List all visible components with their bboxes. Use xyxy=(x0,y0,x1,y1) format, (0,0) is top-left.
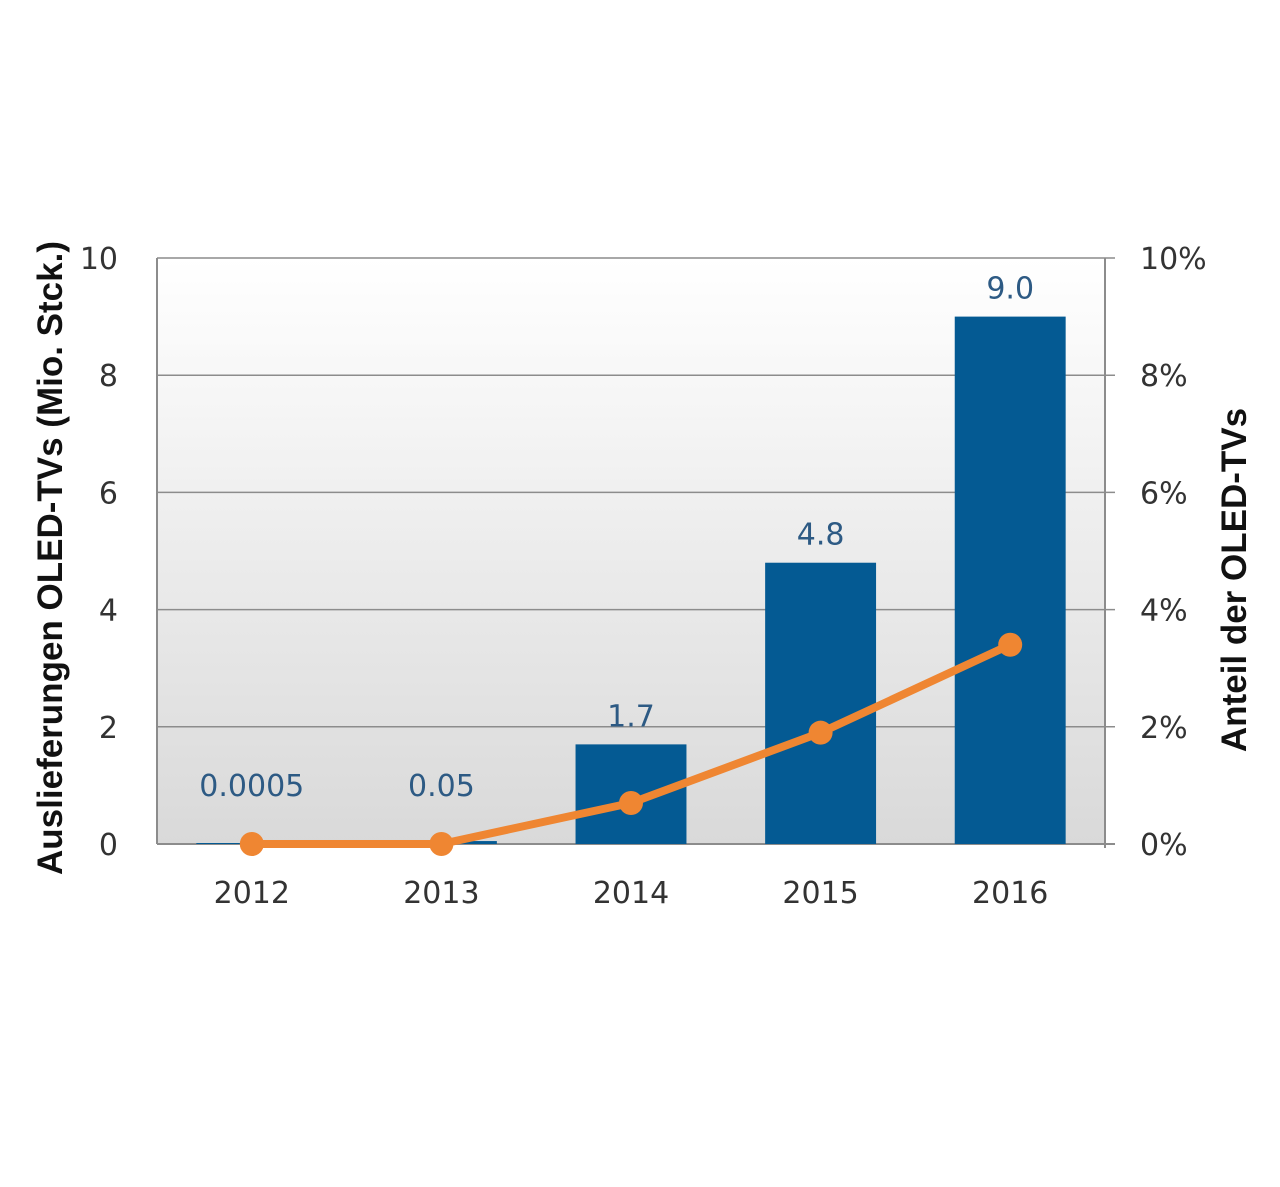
y-tick-label: 8 xyxy=(99,359,118,394)
bar-value-label: 4.8 xyxy=(797,518,845,553)
line-point xyxy=(239,832,264,856)
line-point xyxy=(429,832,454,856)
y-right-tick-label: 10% xyxy=(1140,242,1207,277)
y-tick-label: 2 xyxy=(99,711,118,746)
y-tick-label: 6 xyxy=(99,476,118,511)
line-point xyxy=(619,790,643,815)
y-right-tick-label: 0% xyxy=(1140,828,1188,863)
y-tick-label: 4 xyxy=(99,594,118,629)
y-axis-left-ticks: 0 2 4 6 8 10 xyxy=(80,242,118,863)
x-tick-label: 2014 xyxy=(593,876,669,911)
y-right-tick-label: 2% xyxy=(1140,711,1188,746)
y-tick-label: 0 xyxy=(99,828,118,863)
y-right-tick-label: 4% xyxy=(1140,594,1188,629)
bar-value-label: 9.0 xyxy=(986,272,1034,307)
x-axis-ticks: 2012 2013 2014 2015 2016 xyxy=(214,876,1049,911)
line-point xyxy=(808,720,833,745)
bar-series xyxy=(196,316,1066,845)
y-axis-right-title: Anteil der OLED-TVs xyxy=(1215,408,1254,752)
bar xyxy=(954,316,1066,845)
data-labels: 0.0005 0.05 1.7 4.8 9.0 xyxy=(199,272,1034,804)
y-axis-left-title: Auslieferungen OLED-TVs (Mio. Stck.) xyxy=(31,241,70,875)
bar-value-label: 0.05 xyxy=(408,769,475,804)
y-axis-right-ticks: 0% 2% 4% 6% 8% 10% xyxy=(1140,242,1207,863)
x-tick-label: 2015 xyxy=(782,876,858,911)
y-right-tick-label: 6% xyxy=(1140,476,1188,511)
line-series xyxy=(239,632,1023,856)
x-tick-label: 2016 xyxy=(972,876,1048,911)
x-tick-label: 2012 xyxy=(214,876,290,911)
y-tick-label: 10 xyxy=(80,242,118,277)
line-point xyxy=(998,632,1023,657)
bar-value-label: 1.7 xyxy=(607,699,655,734)
x-tick-label: 2013 xyxy=(403,876,479,911)
bar xyxy=(765,562,877,844)
y-right-tick-label: 8% xyxy=(1140,359,1188,394)
bar-value-label: 0.0005 xyxy=(199,769,304,804)
